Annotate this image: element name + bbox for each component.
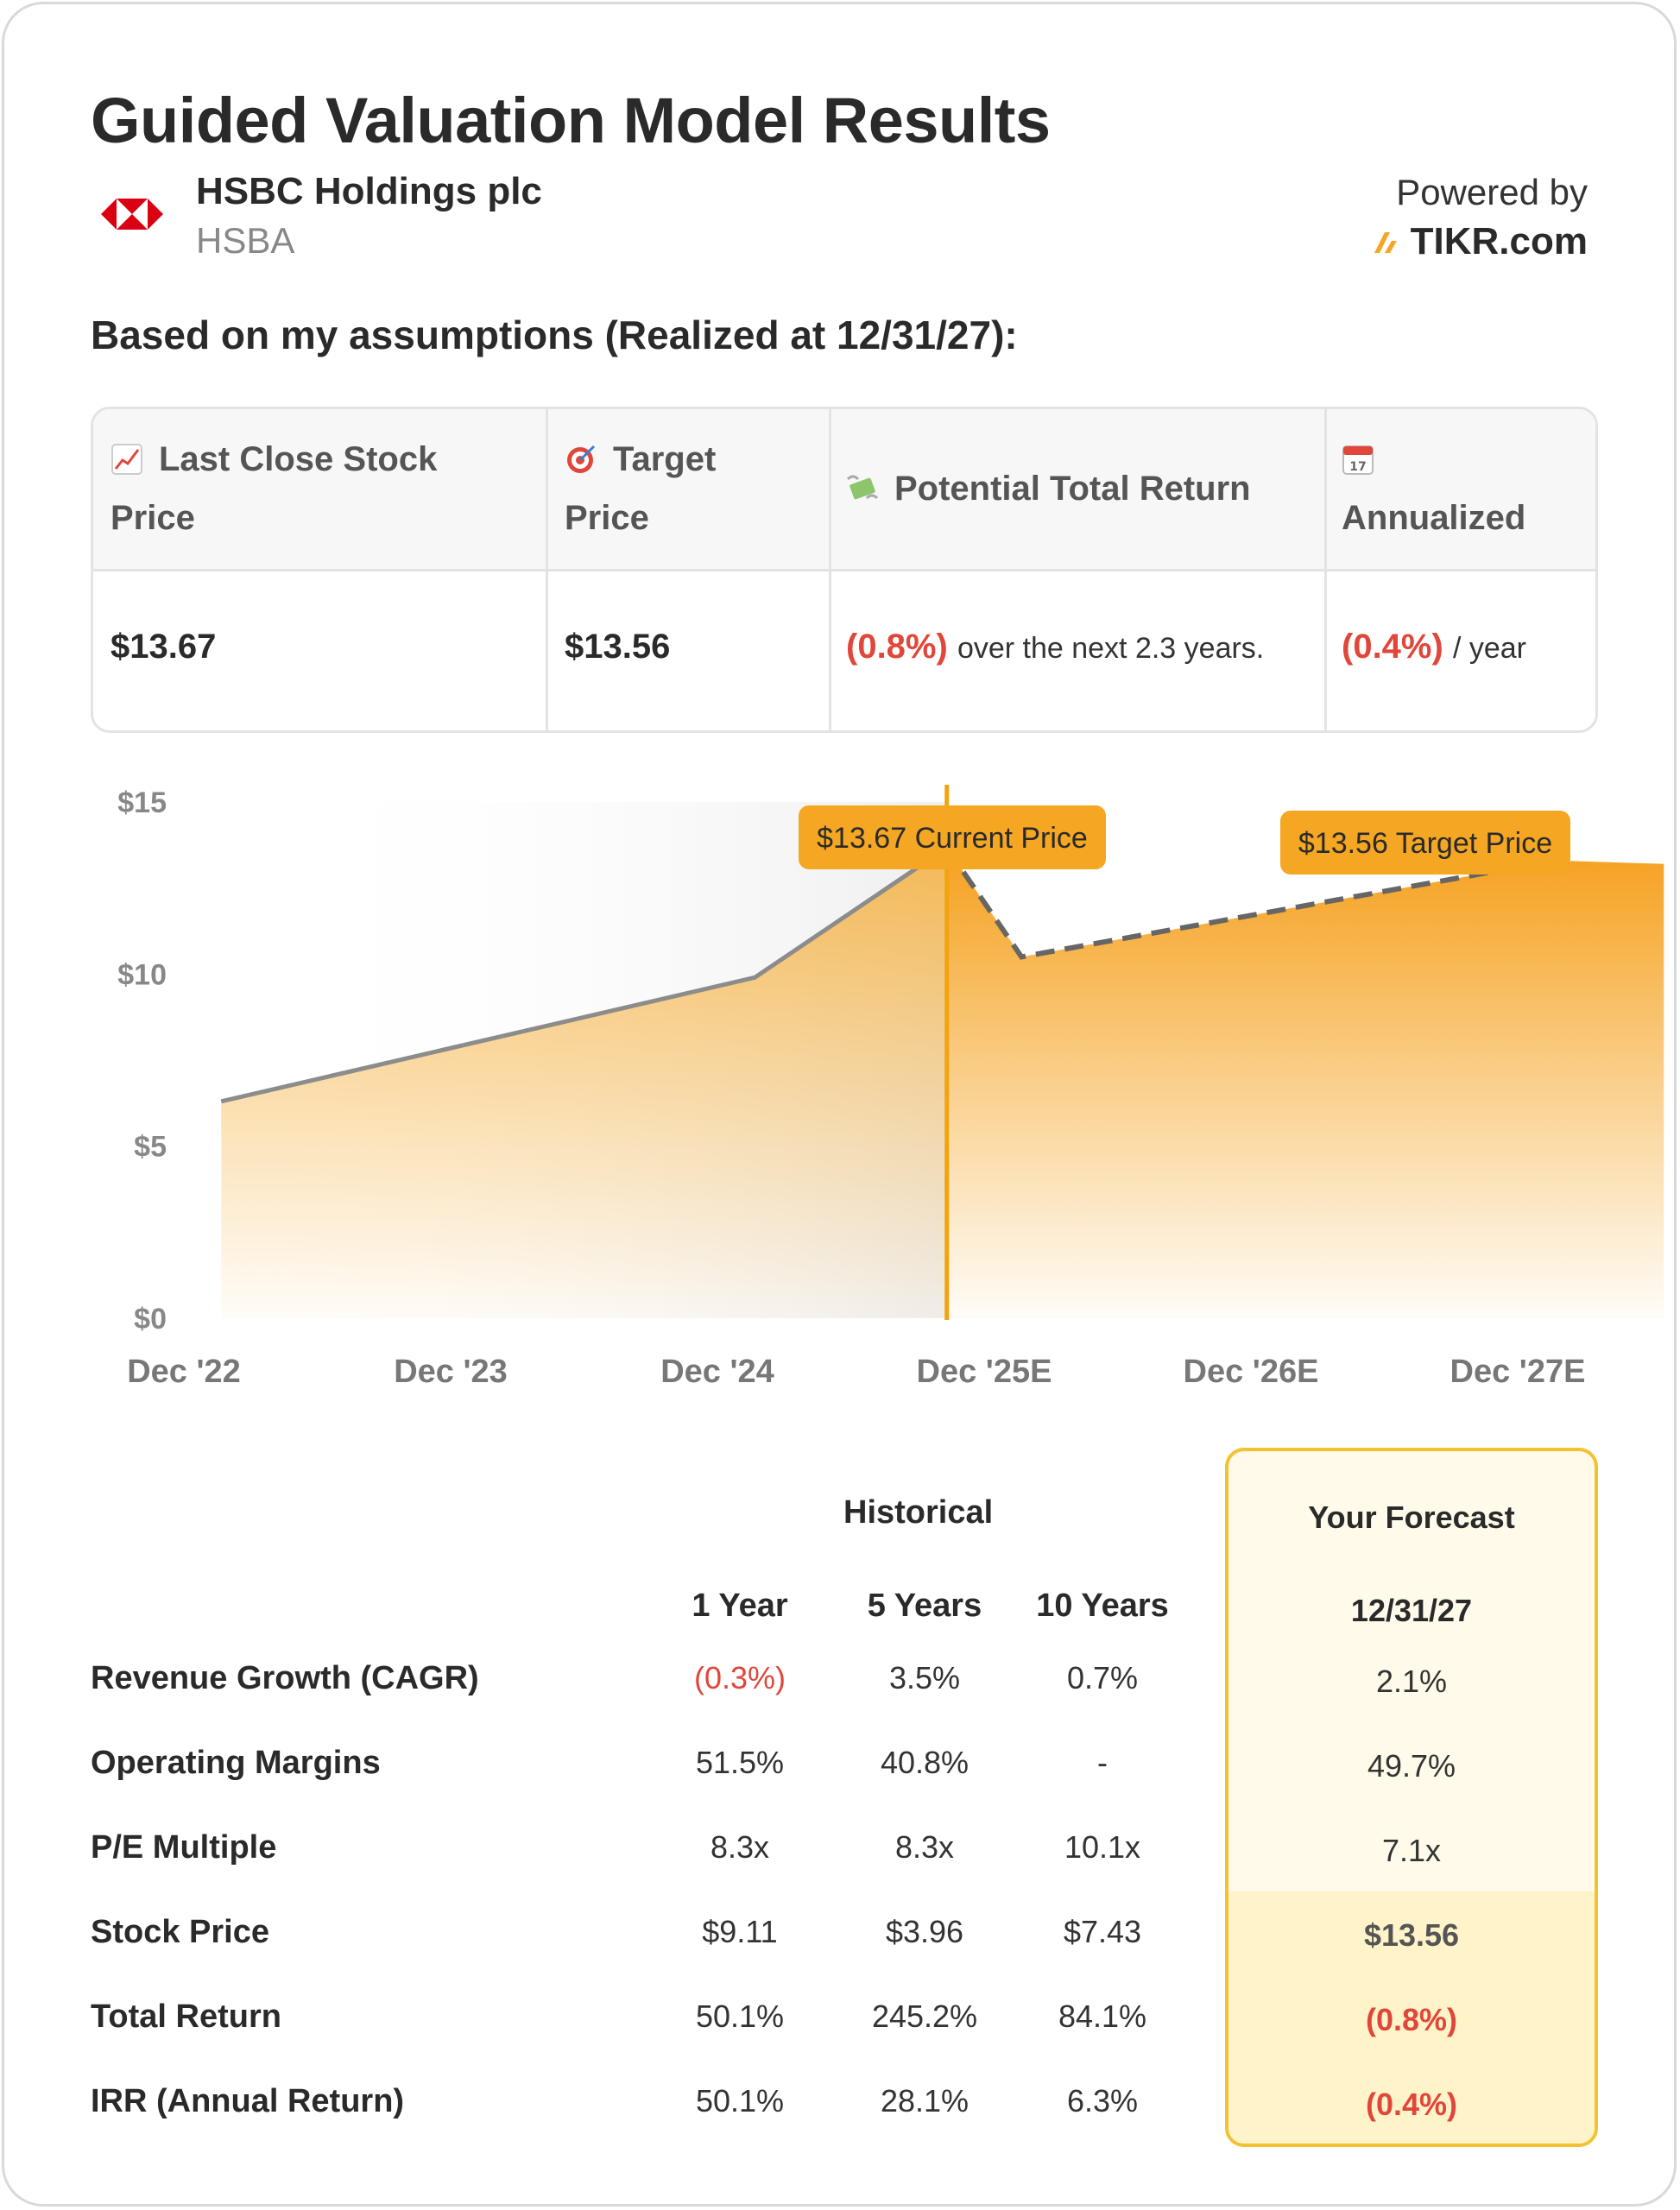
total-return-value: (0.8%) over the next 2.3 years. bbox=[846, 625, 1264, 670]
y-tick-label: $0 bbox=[134, 1303, 167, 1335]
pe-multiple-10y: 10.1x bbox=[1064, 1829, 1141, 1865]
total-return-10y: 84.1% bbox=[1058, 1998, 1147, 2034]
row-label-pe-multiple: P/E Multiple bbox=[91, 1829, 277, 1866]
forecast-total-return: (0.8%) bbox=[1365, 2002, 1458, 2037]
svg-text:17: 17 bbox=[1349, 460, 1366, 474]
divider bbox=[1324, 409, 1327, 730]
x-tick-label: Dec '22 bbox=[127, 1354, 241, 1390]
forecast-operating-margins: 49.7% bbox=[1367, 1748, 1456, 1784]
revenue-growth-1y: (0.3%) bbox=[693, 1660, 786, 1695]
header-last-close-line1: Last Close Stock bbox=[159, 440, 438, 478]
stock-price-5y: $3.96 bbox=[885, 1914, 964, 1949]
company-ticker: HSBA bbox=[196, 220, 295, 261]
header-last-close-line2: Price bbox=[111, 499, 195, 537]
historical-line bbox=[220, 845, 949, 1104]
pe-multiple-1y: 8.3x bbox=[710, 1829, 770, 1865]
x-tick-label: Dec '25E bbox=[917, 1354, 1052, 1390]
forecast-pe-multiple: 7.1x bbox=[1381, 1833, 1442, 1868]
divider bbox=[829, 409, 831, 730]
chart-increasing-icon bbox=[111, 444, 142, 475]
tikr-logo-icon bbox=[1374, 232, 1397, 253]
y-tick-label: $5 bbox=[134, 1131, 167, 1164]
forecast-stock-price: $13.56 bbox=[1363, 1917, 1460, 1953]
x-tick-label: Dec '27E bbox=[1450, 1354, 1586, 1390]
price-chart: $0 $5 $10 $15 Dec '22 Dec '23 Dec '24 Dec '25E D… bbox=[117, 785, 1664, 1390]
header-total-return: Potential Total Return bbox=[846, 459, 1312, 518]
x-tick-label: Dec '24 bbox=[660, 1354, 774, 1390]
company-name: HSBC Holdings plc bbox=[196, 170, 542, 212]
current-price-label-box bbox=[799, 805, 1106, 869]
hsbc-logo-icon bbox=[101, 199, 163, 230]
row-label-stock-price: Stock Price bbox=[91, 1914, 269, 1950]
money-with-wings-icon bbox=[846, 475, 879, 500]
header-target-line1: Target bbox=[613, 440, 717, 478]
y-tick-label: $15 bbox=[117, 786, 167, 819]
operating-margins-10y: - bbox=[1097, 1745, 1108, 1780]
target-value: $13.56 bbox=[565, 628, 671, 666]
row-label-total-return: Total Return bbox=[91, 1998, 281, 2035]
total-return-pct: (0.8%) bbox=[846, 628, 948, 666]
historical-label: Historical bbox=[843, 1494, 994, 1531]
x-tick-label: Dec '26E bbox=[1184, 1354, 1319, 1390]
y-tick-label: $10 bbox=[117, 958, 167, 991]
row-label-revenue-growth: Revenue Growth (CAGR) bbox=[91, 1660, 479, 1696]
pe-multiple-5y: 8.3x bbox=[894, 1829, 955, 1865]
header-target-line2: Price bbox=[565, 499, 649, 537]
header-last-close: Last Close Stock Price bbox=[111, 430, 525, 547]
summary-header-row bbox=[93, 409, 1595, 571]
target-price-label-box bbox=[1280, 811, 1570, 875]
x-tick-label: Dec '23 bbox=[394, 1354, 508, 1390]
annualized-pct: (0.4%) bbox=[1342, 628, 1443, 666]
target-icon bbox=[567, 445, 596, 473]
operating-margins-1y: 51.5% bbox=[695, 1745, 785, 1780]
total-return-1y: 50.1% bbox=[695, 1998, 785, 2034]
total-return-5y: 245.2% bbox=[871, 1998, 978, 2034]
row-label-irr: IRR (Annual Return) bbox=[91, 2083, 405, 2119]
col-1-year: 1 Year bbox=[692, 1588, 788, 1624]
header-total-return-line1: Potential Total Return bbox=[894, 470, 1251, 508]
forecast-line bbox=[944, 846, 1556, 960]
tikr-brand[interactable]: TIKR.com bbox=[1373, 220, 1588, 263]
forecast-result-band bbox=[1228, 1891, 1595, 2144]
powered-by-label: Powered by bbox=[1396, 172, 1588, 212]
operating-margins-5y: 40.8% bbox=[880, 1745, 969, 1780]
header-annualized-line1: Annualized bbox=[1342, 499, 1526, 537]
col-5-years: 5 Years bbox=[867, 1588, 982, 1624]
forecast-revenue-growth: 2.1% bbox=[1375, 1664, 1448, 1699]
irr-5y: 28.1% bbox=[880, 2083, 969, 2118]
summary-table: Last Close Stock Price Target Price Pote… bbox=[91, 407, 1598, 733]
tikr-brand-label: TIKR.com bbox=[1410, 220, 1588, 262]
revenue-growth-5y: 3.5% bbox=[888, 1660, 961, 1695]
irr-1y: 50.1% bbox=[695, 2083, 785, 2118]
divider bbox=[546, 409, 548, 730]
forecast-date: 12/31/27 bbox=[1350, 1593, 1473, 1628]
header-annualized: 17 Annualized bbox=[1342, 430, 1592, 547]
row-label-operating-margins: Operating Margins bbox=[91, 1745, 381, 1781]
annualized-value: (0.4%) / year bbox=[1342, 625, 1526, 670]
calendar-icon: 17 bbox=[1342, 445, 1374, 475]
target-price-label: $13.56 Target Price bbox=[1298, 827, 1552, 860]
last-close-value: $13.67 bbox=[111, 628, 217, 666]
header-target: Target Price bbox=[565, 430, 815, 547]
col-10-years: 10 Years bbox=[1036, 1588, 1169, 1624]
total-return-note: over the next 2.3 years. bbox=[957, 632, 1265, 665]
page-title: Guided Valuation Model Results bbox=[91, 85, 1051, 156]
stock-price-10y: $7.43 bbox=[1063, 1914, 1142, 1949]
forecast-irr: (0.4%) bbox=[1365, 2087, 1458, 2122]
revenue-growth-10y: 0.7% bbox=[1066, 1660, 1139, 1695]
annualized-note: / year bbox=[1452, 632, 1526, 665]
forecast-label: Your Forecast bbox=[1308, 1500, 1515, 1535]
stock-price-1y: $9.11 bbox=[702, 1914, 778, 1949]
irr-10y: 6.3% bbox=[1066, 2083, 1139, 2118]
forecast-panel: Your Forecast 12/31/27 2.1% 49.7% 7.1x $… bbox=[1225, 1448, 1598, 2147]
forecast-area bbox=[946, 848, 1664, 1318]
current-price-label: $13.67 Current Price bbox=[817, 822, 1088, 855]
assumptions-heading: Based on my assumptions (Realized at 12/… bbox=[91, 313, 1018, 357]
historical-area bbox=[221, 848, 947, 1318]
